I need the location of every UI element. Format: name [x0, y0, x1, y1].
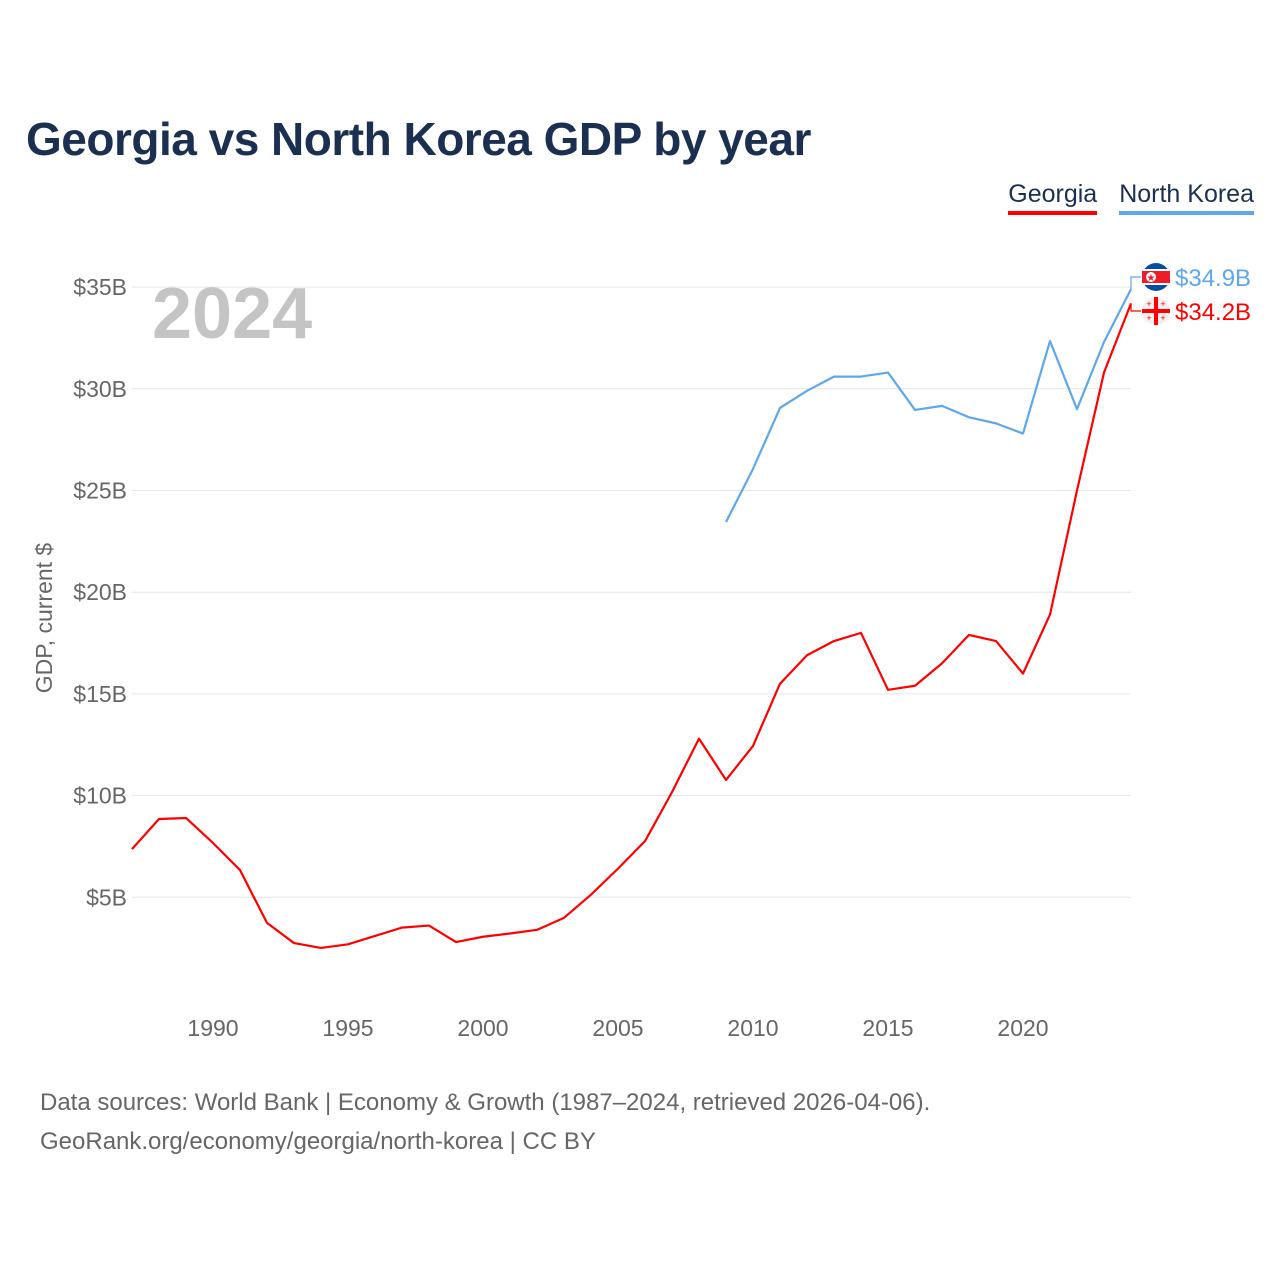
chart-title: Georgia vs North Korea GDP by year — [26, 113, 811, 165]
y-tick-label: $35B — [73, 274, 127, 300]
legend: Georgia North Korea — [1008, 180, 1254, 215]
flag-cross — [1154, 297, 1158, 325]
y-axis-label: GDP, current $ — [31, 543, 57, 694]
x-tick-label: 2010 — [727, 1015, 778, 1041]
footer-sources: Data sources: World Bank | Economy & Gro… — [40, 1089, 931, 1116]
x-tick-label: 1995 — [322, 1015, 373, 1041]
y-tick-label: $25B — [73, 478, 127, 504]
year-overlay: 2024 — [152, 274, 312, 354]
end-value-label: $34.9B — [1175, 265, 1251, 292]
flag-small-cross: + — [1146, 313, 1151, 323]
flag-small-cross: + — [1146, 299, 1151, 309]
x-tick-label: 2000 — [457, 1015, 508, 1041]
flag-small-cross: + — [1160, 313, 1165, 323]
x-tick-label: 2020 — [997, 1015, 1048, 1041]
series-line-georgia — [131, 302, 1133, 950]
y-tick-label: $5B — [86, 884, 127, 910]
x-tick-label: 2005 — [592, 1015, 643, 1041]
y-tick-label: $30B — [73, 376, 127, 402]
y-tick-label: $20B — [73, 579, 127, 605]
flag-star: ★ — [1147, 273, 1156, 284]
legend-georgia[interactable]: Georgia — [1008, 180, 1098, 215]
end-value-label: $34.2B — [1175, 299, 1251, 326]
x-tick-label: 1990 — [187, 1015, 238, 1041]
y-tick-label: $10B — [73, 783, 127, 809]
end-label-connector — [1130, 276, 1141, 290]
legend-north-korea[interactable]: North Korea — [1119, 180, 1254, 215]
series-line-north-korea — [725, 288, 1132, 523]
flag-small-cross: + — [1160, 299, 1165, 309]
y-tick-label: $15B — [73, 681, 127, 707]
footer: Data sources: World Bank | Economy & Gro… — [40, 1083, 930, 1161]
x-tick-label: 2015 — [862, 1015, 913, 1041]
end-label-connector — [1130, 303, 1141, 312]
footer-link[interactable]: GeoRank.org/economy/georgia/north-korea … — [40, 1128, 596, 1155]
flag-disc — [1146, 272, 1156, 282]
